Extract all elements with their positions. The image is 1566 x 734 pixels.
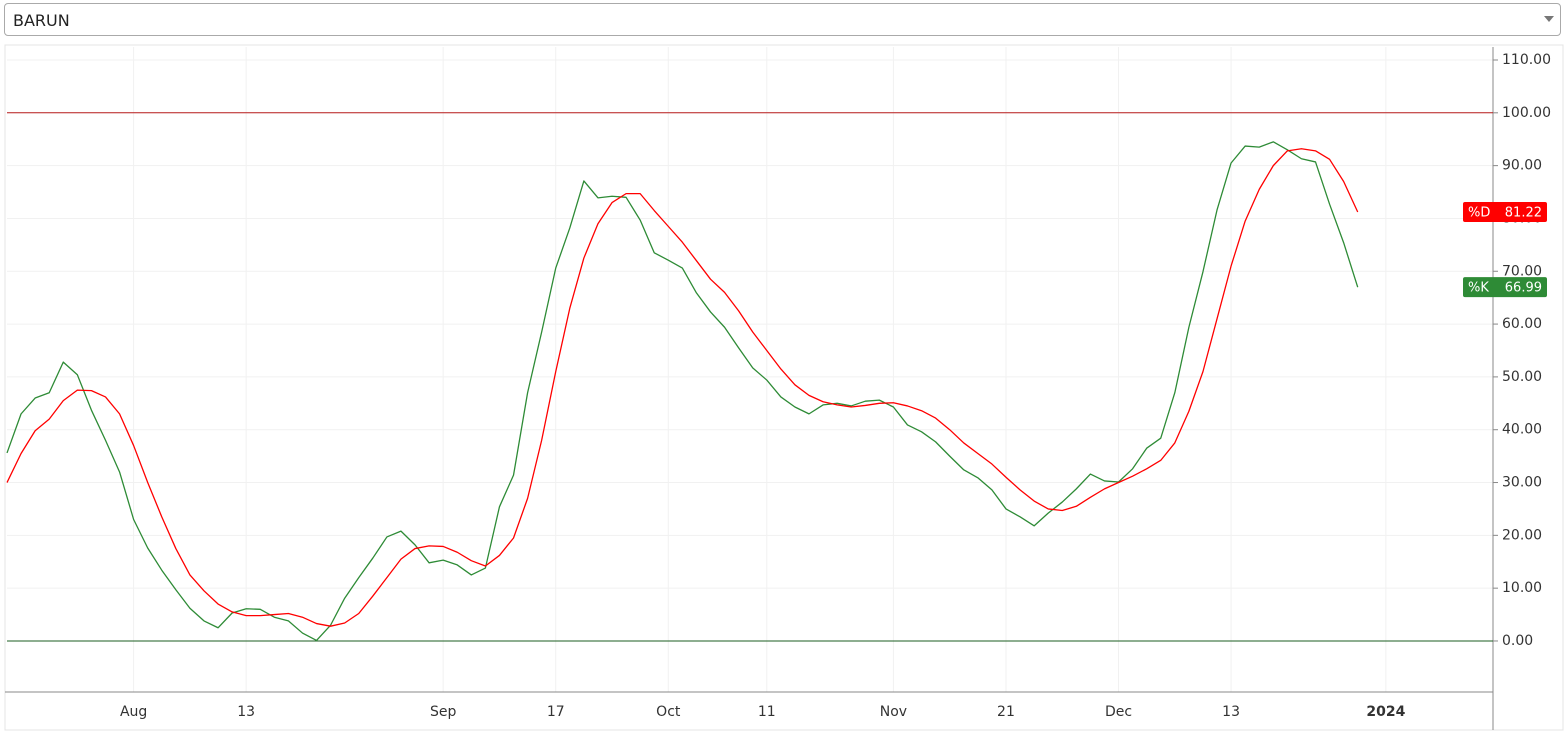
- series-line: [6, 148, 1359, 627]
- x-tick-label: 2024: [1366, 704, 1405, 720]
- chart-frame: [4, 44, 1564, 731]
- x-tick-label: 13: [1222, 704, 1240, 720]
- y-tick-label: 90.00: [1502, 158, 1542, 174]
- y-tick-label: 0.00: [1502, 633, 1533, 649]
- y-tick-label: 60.00: [1502, 316, 1542, 332]
- series-line: [6, 141, 1359, 642]
- last-value-label: 66.99: [1505, 281, 1542, 296]
- x-tick-label: 17: [547, 704, 565, 720]
- legend-label: %K: [1468, 281, 1489, 296]
- x-tick-label: Nov: [880, 704, 907, 720]
- y-tick-label: 80.00: [1502, 210, 1542, 226]
- y-tick-label: 20.00: [1502, 527, 1542, 543]
- select-value: BARUN: [13, 11, 70, 30]
- y-tick-label: 40.00: [1502, 422, 1542, 438]
- legend-label: %D: [1468, 206, 1490, 221]
- x-tick-label: Oct: [656, 704, 681, 720]
- last-value-label: 81.22: [1505, 206, 1542, 221]
- x-tick-label: Sep: [430, 704, 457, 720]
- x-tick-label: 11: [758, 704, 776, 720]
- y-tick-label: 10.00: [1502, 580, 1542, 596]
- y-tick-label: 70.00: [1502, 263, 1542, 279]
- y-tick-label: 30.00: [1502, 475, 1542, 491]
- legend-tag: [1463, 202, 1547, 222]
- symbol-select[interactable]: BARUN: [4, 3, 1561, 36]
- y-tick-label: 100.00: [1502, 105, 1551, 121]
- x-tick-label: 13: [237, 704, 255, 720]
- legend-tag: [1463, 277, 1547, 298]
- y-tick-label: 110.00: [1502, 52, 1551, 68]
- caret: [1544, 16, 1554, 22]
- x-tick-label: Dec: [1105, 704, 1132, 720]
- x-tick-label: Aug: [120, 704, 147, 720]
- y-tick-label: 50.00: [1502, 369, 1542, 385]
- x-tick-label: 21: [997, 704, 1015, 720]
